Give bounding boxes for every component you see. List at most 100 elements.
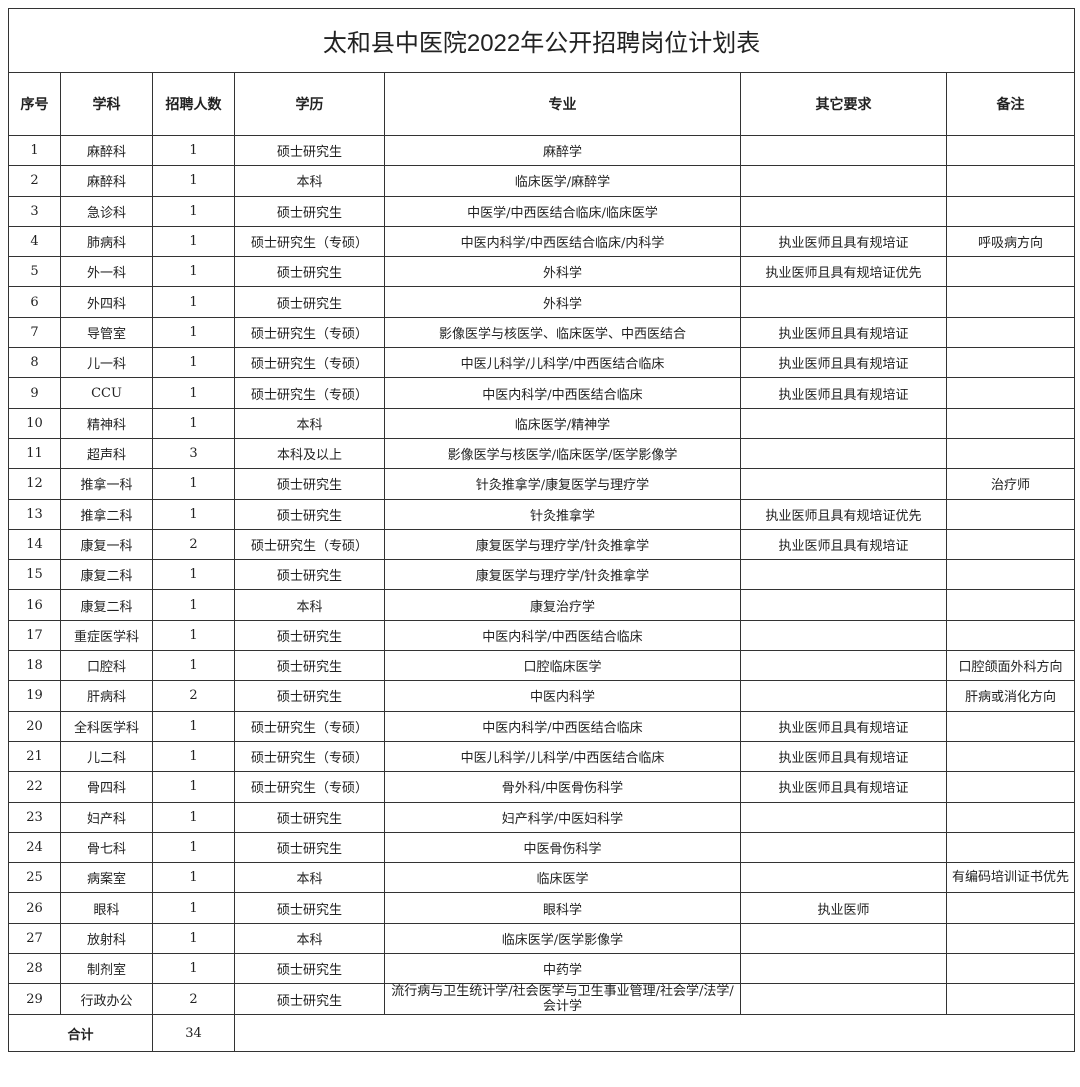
cell-education: 硕士研究生 — [234, 650, 385, 682]
cell-education: 硕士研究生 — [234, 134, 385, 167]
cell-count: 1 — [152, 619, 235, 652]
cell-major: 康复治疗学 — [384, 589, 741, 621]
cell-department: 口腔科 — [60, 650, 153, 682]
cell-index: 7 — [8, 316, 61, 349]
cell-department: 推拿一科 — [60, 468, 153, 500]
cell-remarks — [945, 377, 1076, 409]
cell-count: 1 — [152, 710, 235, 742]
cell-other-requirements — [740, 619, 947, 652]
cell-education: 硕士研究生 — [234, 559, 385, 591]
table-row: 23 妇产科 1 硕士研究生 妇产科学/中医妇科学 — [8, 801, 1076, 833]
cell-remarks — [945, 407, 1076, 439]
cell-count: 1 — [152, 347, 235, 379]
cell-index: 23 — [8, 801, 61, 833]
cell-remarks — [945, 437, 1076, 470]
cell-index: 27 — [8, 922, 61, 955]
cell-count: 1 — [152, 559, 235, 591]
cell-index: 15 — [8, 559, 61, 591]
cell-remarks — [945, 619, 1076, 652]
cell-department: 外四科 — [60, 286, 153, 318]
cell-remarks — [945, 771, 1076, 803]
cell-count: 1 — [152, 316, 235, 349]
cell-education: 硕士研究生 — [234, 195, 385, 227]
cell-major: 流行病与卫生统计学/社会医学与卫生事业管理/社会学/法学/会计学 — [384, 983, 741, 1016]
cell-education: 硕士研究生 — [234, 983, 385, 1016]
table-row: 22 骨四科 1 硕士研究生（专硕） 骨外科/中医骨伤科学 执业医师且具有规培证 — [8, 771, 1076, 803]
table-row: 25 病案室 1 本科 临床医学 有编码培训证书优先 — [8, 862, 1076, 894]
cell-count: 1 — [152, 650, 235, 682]
cell-major: 中医内科学/中西医结合临床 — [384, 619, 741, 652]
cell-other-requirements: 执业医师且具有规培证优先 — [740, 256, 947, 288]
cell-education: 本科 — [234, 922, 385, 955]
table-row: 27 放射科 1 本科 临床医学/医学影像学 — [8, 922, 1076, 955]
cell-other-requirements — [740, 680, 947, 712]
cell-index: 22 — [8, 771, 61, 803]
cell-other-requirements — [740, 983, 947, 1016]
table-row: 24 骨七科 1 硕士研究生 中医骨伤科学 — [8, 831, 1076, 864]
cell-other-requirements: 执业医师 — [740, 892, 947, 924]
cell-major: 中医学/中西医结合临床/临床医学 — [384, 195, 741, 227]
cell-education: 硕士研究生 — [234, 468, 385, 500]
table-row: 8 儿一科 1 硕士研究生（专硕） 中医儿科学/儿科学/中西医结合临床 执业医师且具有规培… — [8, 347, 1076, 379]
cell-remarks — [945, 740, 1076, 773]
header-department: 学科 — [60, 72, 153, 136]
cell-education: 本科 — [234, 589, 385, 621]
cell-education: 硕士研究生（专硕） — [234, 740, 385, 773]
cell-other-requirements: 执业医师且具有规培证 — [740, 710, 947, 742]
cell-department: 全科医学科 — [60, 710, 153, 742]
cell-other-requirements — [740, 650, 947, 682]
cell-major: 外科学 — [384, 256, 741, 288]
cell-department: 康复二科 — [60, 589, 153, 621]
cell-count: 1 — [152, 892, 235, 924]
cell-remarks — [945, 710, 1076, 742]
header-education: 学历 — [234, 72, 385, 136]
cell-count: 1 — [152, 862, 235, 894]
cell-count: 1 — [152, 256, 235, 288]
header-other-requirements: 其它要求 — [740, 72, 947, 136]
header-count: 招聘人数 — [152, 72, 235, 136]
cell-count: 1 — [152, 286, 235, 318]
table-row: 29 行政办公 2 硕士研究生 流行病与卫生统计学/社会医学与卫生事业管理/社会学/法学… — [8, 983, 1076, 1016]
cell-count: 1 — [152, 953, 235, 985]
cell-major: 妇产科学/中医妇科学 — [384, 801, 741, 833]
table-row: 2 麻醉科 1 本科 临床医学/麻醉学 — [8, 165, 1076, 197]
cell-index: 29 — [8, 983, 61, 1016]
table-row: 3 急诊科 1 硕士研究生 中医学/中西医结合临床/临床医学 — [8, 195, 1076, 227]
cell-education: 硕士研究生 — [234, 286, 385, 318]
cell-department: 导管室 — [60, 316, 153, 349]
cell-education: 本科 — [234, 165, 385, 197]
cell-count: 1 — [152, 468, 235, 500]
cell-education: 本科 — [234, 407, 385, 439]
cell-remarks — [945, 256, 1076, 288]
cell-other-requirements: 执业医师且具有规培证 — [740, 740, 947, 773]
cell-department: 病案室 — [60, 862, 153, 894]
cell-remarks: 口腔颌面外科方向 — [945, 650, 1076, 682]
cell-department: 急诊科 — [60, 195, 153, 227]
table-row: 7 导管室 1 硕士研究生（专硕） 影像医学与核医学、临床医学、中西医结合 执业医师且具有… — [8, 316, 1076, 349]
cell-other-requirements: 执业医师且具有规培证 — [740, 377, 947, 409]
cell-department: 麻醉科 — [60, 165, 153, 197]
table-row: 11 超声科 3 本科及以上 影像医学与核医学/临床医学/医学影像学 — [8, 437, 1076, 470]
cell-education: 硕士研究生 — [234, 953, 385, 985]
cell-education: 硕士研究生（专硕） — [234, 710, 385, 742]
cell-index: 2 — [8, 165, 61, 197]
cell-count: 1 — [152, 407, 235, 439]
cell-major: 骨外科/中医骨伤科学 — [384, 771, 741, 803]
cell-index: 6 — [8, 286, 61, 318]
cell-department: 肝病科 — [60, 680, 153, 712]
total-row: 合计 34 — [8, 1014, 1076, 1053]
cell-department: 推拿二科 — [60, 498, 153, 530]
cell-remarks — [945, 892, 1076, 924]
cell-department: 儿二科 — [60, 740, 153, 773]
cell-index: 28 — [8, 953, 61, 985]
cell-count: 1 — [152, 498, 235, 530]
cell-education: 硕士研究生 — [234, 619, 385, 652]
cell-major: 中医儿科学/儿科学/中西医结合临床 — [384, 740, 741, 773]
cell-count: 2 — [152, 528, 235, 561]
cell-major: 临床医学/医学影像学 — [384, 922, 741, 955]
cell-department: 骨四科 — [60, 771, 153, 803]
table-row: 26 眼科 1 硕士研究生 眼科学 执业医师 — [8, 892, 1076, 924]
total-count: 34 — [152, 1014, 235, 1053]
cell-remarks — [945, 922, 1076, 955]
cell-major: 中医内科学 — [384, 680, 741, 712]
